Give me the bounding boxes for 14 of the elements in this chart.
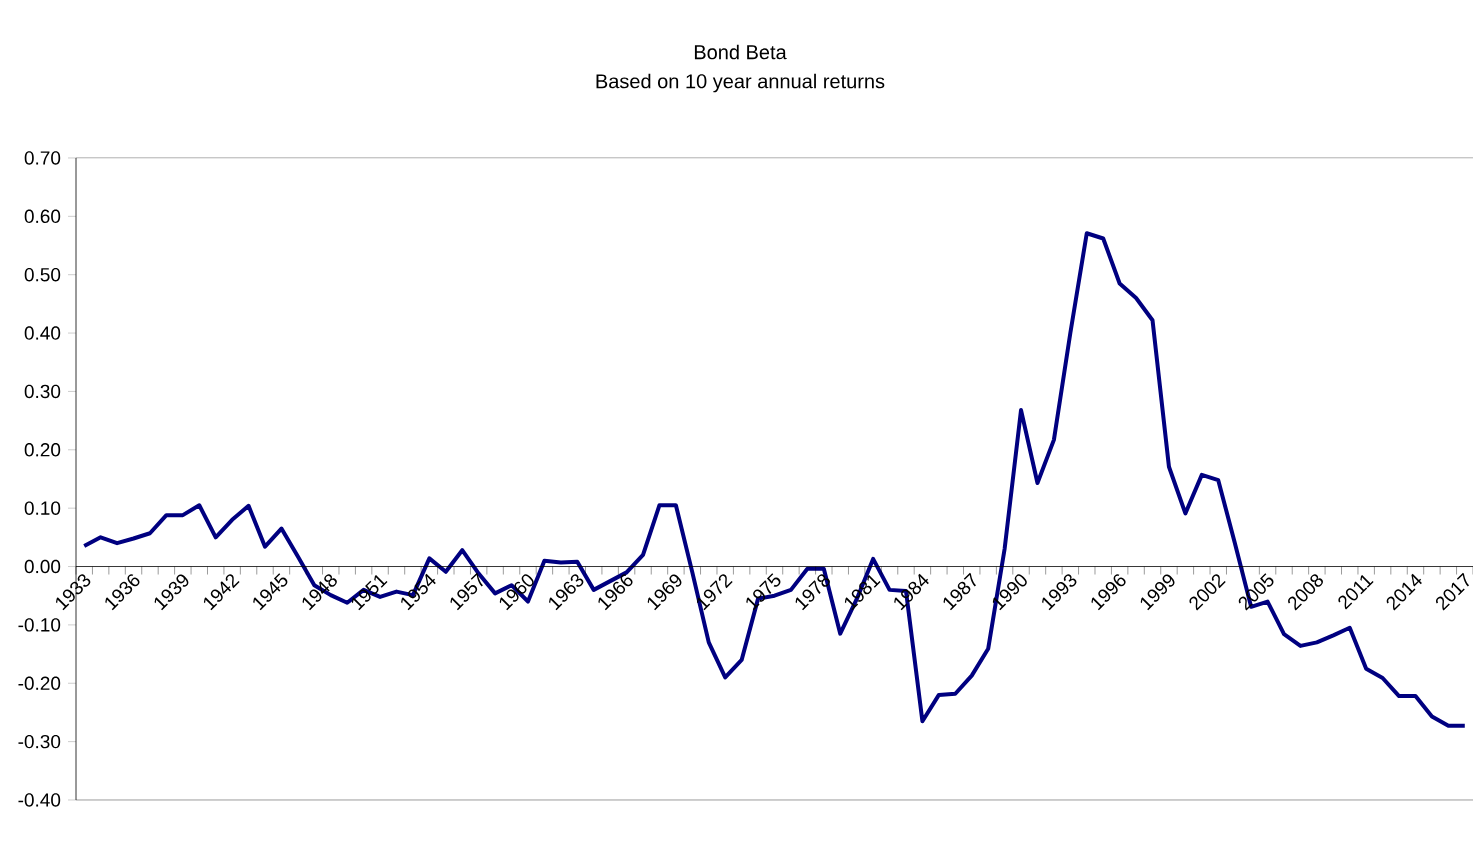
y-tick-label: 0.30 [24,384,61,399]
y-tick-label: 0.70 [24,151,61,165]
y-tick-label: 0.50 [24,267,61,282]
y-tick-label: -0.30 [18,734,61,749]
y-tick-label: 0.60 [24,209,61,224]
y-tick-label: 0.00 [24,559,61,574]
y-tick-label: 0.40 [24,326,61,340]
y-tick-label: 0.20 [24,443,61,457]
chart-subtitle: Based on 10 year annual returns [596,73,885,93]
y-tick-label: 0.10 [24,501,61,515]
chart-title: Bond Beta [694,44,787,60]
y-tick-label: -0.20 [18,676,61,690]
y-tick-label: -0.40 [18,793,61,807]
y-tick-label: -0.10 [18,618,61,632]
